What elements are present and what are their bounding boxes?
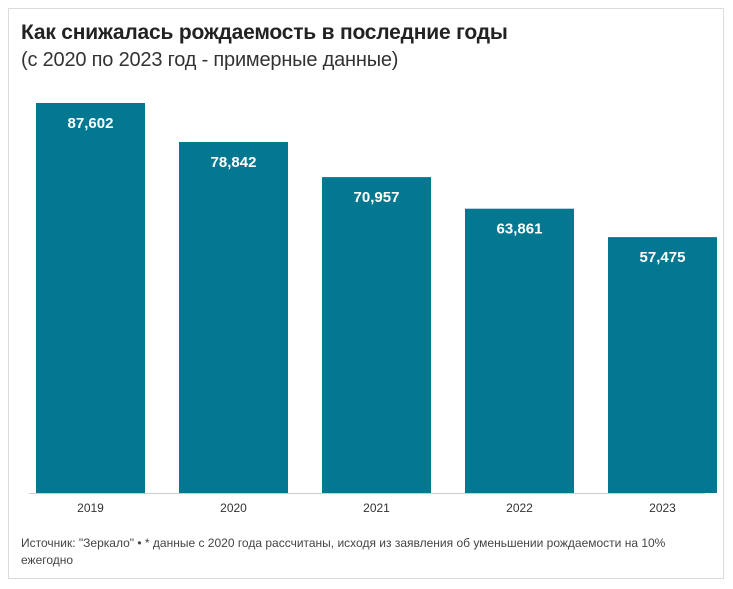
footnote-separator: • bbox=[134, 536, 145, 550]
bar-value-label: 70,957 bbox=[354, 189, 400, 206]
x-tick-label: 2021 bbox=[363, 501, 390, 515]
footnote: * данные с 2020 года рассчитаны, исходя … bbox=[21, 536, 666, 567]
chart-card: Как снижалась рождаемость в последние го… bbox=[8, 8, 724, 579]
bar-value-label: 87,602 bbox=[68, 115, 114, 132]
chart-title: Как снижалась рождаемость в последние го… bbox=[21, 21, 508, 44]
bar-2023 bbox=[608, 237, 717, 493]
bar-chart: 87,602 2019 78,842 2020 70,957 2021 63,861 2022… bbox=[29, 103, 717, 515]
x-tick-label: 2020 bbox=[220, 501, 247, 515]
x-tick-label: 2023 bbox=[649, 501, 676, 515]
bar-value-label: 78,842 bbox=[211, 154, 257, 171]
chart-subtitle: (с 2020 по 2023 год - примерные данные) bbox=[21, 49, 399, 71]
bar-value-label: 63,861 bbox=[497, 221, 543, 238]
x-tick-label: 2022 bbox=[506, 501, 533, 515]
chart-footer: Источник: "Зеркало" • * данные с 2020 го… bbox=[21, 535, 711, 569]
bar-2019 bbox=[36, 103, 145, 493]
bar-2022 bbox=[465, 208, 574, 493]
x-tick-label: 2019 bbox=[77, 501, 104, 515]
bar-2021 bbox=[322, 177, 431, 493]
bar-2020 bbox=[179, 141, 288, 493]
bar-value-label: 57,475 bbox=[640, 249, 686, 266]
source-label: Источник: "Зеркало" bbox=[21, 536, 135, 550]
